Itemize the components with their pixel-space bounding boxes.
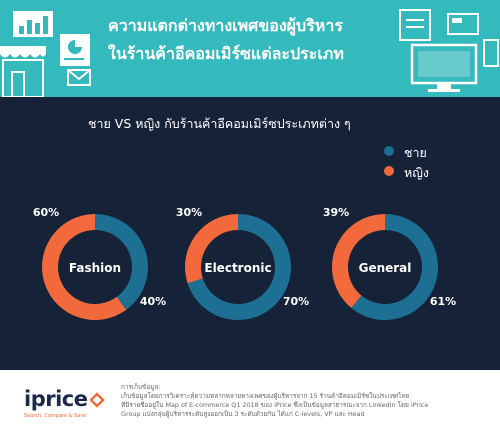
- donut-charts: Fashion 60% 40% Electronic 30% 70% General 39% 6…: [33, 206, 456, 321]
- document-icon: [399, 9, 431, 41]
- chart-board-icon: [13, 11, 53, 37]
- data-label-male: 40%: [140, 295, 166, 308]
- source-line: ที่มีรายชื่ออยู่ใน Map of E-commerce Q1 …: [121, 401, 429, 409]
- header-illustration: [0, 9, 499, 97]
- data-label-female: 39%: [323, 206, 349, 219]
- donut-center-label: Electronic: [204, 261, 271, 275]
- donut-center-label: Fashion: [69, 261, 121, 275]
- page-title-line1: ความแตกต่างทางเพศของผู้บริหาร: [108, 16, 343, 35]
- donut-slice-female: [42, 214, 127, 320]
- donut-slice-female: [185, 214, 238, 284]
- logo-wordmark: iprice: [24, 387, 88, 411]
- mail-icon: [67, 69, 91, 86]
- data-label-male: 61%: [430, 295, 456, 308]
- donut-slice-female: [331, 214, 385, 308]
- header-banner: ความแตกต่างทางเพศของผู้บริหาร ในร้านค้าอ…: [0, 0, 500, 97]
- report-icon: [60, 34, 90, 66]
- legend-label-male: ชาย: [404, 145, 427, 160]
- legend-swatch-female: [384, 166, 394, 176]
- data-label-male: 70%: [283, 295, 309, 308]
- data-label-female: 30%: [176, 206, 202, 219]
- footer: iprice Search, Compare & Save การเก็บข้อ…: [0, 370, 500, 437]
- donut-slice-male: [351, 214, 439, 321]
- card-icon: [447, 13, 479, 35]
- tag-icon: [89, 392, 105, 408]
- data-label-female: 60%: [33, 206, 59, 219]
- donut-center-label: General: [359, 261, 412, 275]
- iprice-logo: iprice Search, Compare & Save: [24, 387, 110, 421]
- shop-icon: [0, 46, 46, 97]
- logo-tagline: Search, Compare & Save: [24, 413, 87, 419]
- chart-panel: ชาย VS หญิง กับร้านค้าอีคอมเมิร์ซประเภทต…: [0, 97, 500, 370]
- page-title-line2: ในร้านค้าอีคอมเมิร์ซแต่ละประเภท: [108, 44, 344, 63]
- phone-icon: [483, 39, 499, 67]
- donut-slice-male: [187, 214, 291, 320]
- source-line: การเก็บข้อมูล:: [121, 383, 161, 391]
- legend-swatch-male: [384, 146, 394, 156]
- monitor-icon: [410, 43, 478, 92]
- source-line: เก็บข้อมูลโดยการวิเคราะห์ความหลากหลายทาง…: [121, 392, 410, 400]
- source-line: Group แบ่งกลุ่มผู้บริหารระดับสูงออกเป็น …: [121, 410, 365, 418]
- legend-label-female: หญิง: [404, 165, 429, 180]
- donut-slice-male: [95, 214, 149, 310]
- source-note: การเก็บข้อมูล: เก็บข้อมูลโดยการวิเคราะห์…: [121, 383, 491, 419]
- chart-title: ชาย VS หญิง กับร้านค้าอีคอมเมิร์ซประเภทต…: [88, 116, 351, 131]
